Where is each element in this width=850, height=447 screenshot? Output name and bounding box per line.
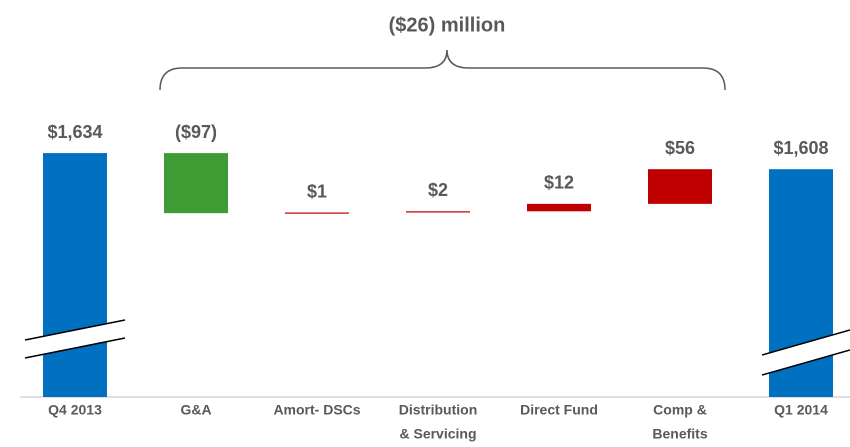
x-tick-label: Benefits bbox=[652, 426, 707, 442]
x-tick-label: G&A bbox=[180, 402, 211, 418]
x-tick-label: Distribution bbox=[399, 402, 478, 418]
bar bbox=[648, 169, 712, 204]
value-label: $1,634 bbox=[47, 122, 102, 142]
x-tick-label: Amort- DSCs bbox=[273, 402, 360, 418]
value-label: $2 bbox=[428, 180, 448, 200]
x-tick-label: Direct Fund bbox=[520, 402, 598, 418]
bar bbox=[164, 153, 228, 214]
bar bbox=[406, 211, 470, 213]
value-label: $56 bbox=[665, 138, 695, 158]
value-label: ($97) bbox=[175, 122, 217, 142]
value-label: $1 bbox=[307, 181, 327, 201]
x-tick-label: Q4 2013 bbox=[48, 402, 102, 418]
value-label: $12 bbox=[544, 173, 574, 193]
brace bbox=[159, 49, 726, 91]
chart-title: ($26) million bbox=[389, 14, 506, 36]
x-tick-label: Comp & bbox=[653, 402, 707, 418]
x-tick-label: Q1 2014 bbox=[774, 402, 828, 418]
x-tick-label: & Servicing bbox=[399, 426, 476, 442]
axis-break bbox=[24, 319, 126, 359]
value-label: $1,608 bbox=[773, 138, 828, 158]
bar bbox=[43, 153, 107, 397]
axis-break bbox=[761, 329, 850, 376]
bar bbox=[285, 212, 349, 214]
bar bbox=[527, 203, 591, 212]
